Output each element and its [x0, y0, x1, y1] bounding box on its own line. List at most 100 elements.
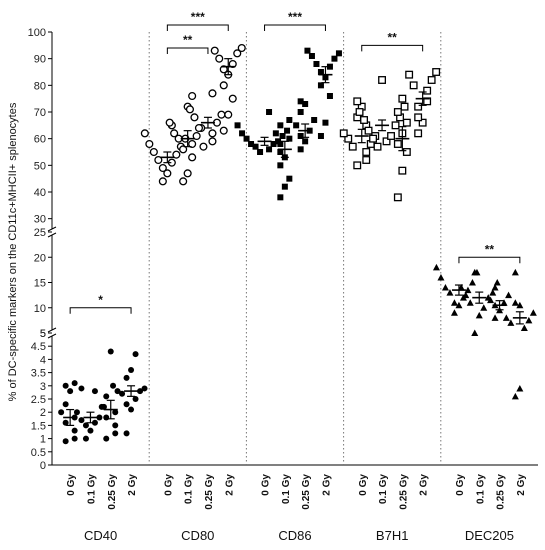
data-point-open-square [362, 148, 371, 156]
data-point-open-square [398, 166, 407, 175]
y-tick-label: 60 [34, 134, 46, 146]
data-point-filled-triangle [529, 309, 537, 316]
data-point-filled-triangle [493, 279, 501, 286]
data-point-open-square [360, 116, 368, 124]
data-point-filled-square [243, 135, 250, 142]
data-point-filled-triangle [432, 263, 440, 271]
significance-bracket [166, 47, 209, 54]
data-point-filled-circle [91, 419, 98, 426]
significance-bracket [166, 24, 229, 31]
data-point-filled-circle [107, 348, 114, 355]
data-point-open-circle [215, 54, 224, 63]
data-point-filled-triangle [516, 301, 524, 309]
data-point-filled-square [297, 146, 304, 153]
data-point-open-circle [208, 89, 217, 98]
data-point-filled-square [252, 143, 259, 150]
data-point-filled-circle [141, 385, 148, 392]
significance-label: *** [288, 10, 302, 24]
data-point-open-square [414, 113, 423, 122]
marker-group-label: CD86 [278, 528, 311, 543]
data-point-open-circle [163, 169, 172, 178]
y-tick-label: 2 [40, 407, 46, 419]
data-point-filled-triangle [450, 309, 458, 316]
data-point-open-square [427, 76, 436, 84]
marker-group-label: DEC205 [465, 528, 514, 543]
data-point-filled-triangle [437, 273, 445, 281]
data-point-open-circle [185, 105, 195, 114]
data-point-filled-circle [82, 422, 89, 429]
data-point-filled-circle [112, 422, 119, 429]
y-tick-label: 1 [40, 434, 46, 446]
data-point-open-square [344, 134, 353, 143]
y-tick-label: 80 [34, 80, 46, 92]
dose-label: 0.25 Gy [204, 474, 215, 510]
data-point-filled-circle [96, 414, 103, 421]
dose-label: 0.1 Gy [184, 474, 195, 504]
data-point-filled-circle [128, 406, 135, 413]
data-point-filled-triangle [468, 279, 476, 286]
data-point-filled-circle [114, 388, 121, 395]
data-point-filled-square [297, 133, 304, 139]
data-point-open-circle [154, 155, 163, 165]
y-tick-label: 5 [40, 328, 46, 340]
significance-label: *** [191, 10, 205, 24]
data-point-filled-circle [82, 435, 89, 442]
data-point-filled-triangle [511, 392, 519, 400]
dose-label: 2 Gy [127, 474, 138, 496]
data-point-filled-triangle [502, 314, 510, 321]
y-tick-label: 30 [34, 214, 46, 226]
dose-label: 0.1 Gy [378, 474, 389, 504]
data-point-open-square [391, 121, 400, 130]
dose-label: 2 Gy [224, 474, 235, 496]
data-point-filled-square [297, 109, 304, 115]
data-point-filled-square [266, 109, 273, 115]
data-point-open-circle [172, 150, 181, 159]
data-point-open-square [339, 129, 348, 138]
data-point-filled-circle [103, 393, 110, 400]
y-tick-label: 25 [34, 227, 46, 239]
data-point-open-circle [199, 142, 208, 151]
data-point-filled-square [234, 122, 241, 129]
dose-label: 0.25 Gy [301, 474, 312, 510]
data-point-open-circle [140, 129, 149, 138]
data-point-filled-circle [71, 380, 78, 387]
data-point-open-circle [237, 43, 246, 53]
y-tick-label: 15 [34, 278, 46, 290]
marker-group-label: CD40 [84, 528, 117, 543]
significance-bracket [264, 24, 326, 31]
data-point-filled-circle [67, 388, 74, 395]
data-point-filled-square [317, 133, 324, 139]
data-point-filled-triangle [462, 291, 470, 299]
data-point-filled-triangle [455, 301, 463, 309]
data-point-filled-square [277, 194, 284, 201]
dose-label: 0.1 Gy [281, 474, 292, 504]
data-point-filled-circle [112, 409, 119, 416]
data-point-filled-triangle [464, 286, 472, 294]
data-point-open-circle [224, 110, 233, 119]
data-point-filled-square [313, 61, 320, 67]
significance-label: ** [388, 30, 398, 44]
dose-label: 0.1 Gy [475, 474, 486, 504]
data-point-filled-circle [98, 403, 105, 410]
axes-layer: 00.511.522.533.544.555101520253040506070… [28, 27, 538, 472]
data-point-filled-circle [123, 401, 130, 408]
axis-break-mark [47, 232, 57, 238]
data-point-filled-circle [62, 419, 69, 426]
significance-bracket [69, 307, 132, 314]
data-point-open-circle [208, 137, 217, 146]
data-point-filled-square [302, 101, 309, 107]
data-point-open-square [418, 118, 427, 127]
data-point-filled-square [284, 127, 291, 134]
data-point-filled-circle [62, 382, 69, 389]
data-point-filled-circle [71, 427, 78, 434]
data-point-filled-circle [119, 390, 126, 397]
data-point-open-circle [158, 163, 167, 173]
data-point-filled-triangle [511, 268, 519, 276]
data-point-filled-square [277, 149, 284, 155]
data-point-open-square [398, 94, 407, 103]
data-point-filled-square [257, 149, 264, 155]
data-layer [58, 43, 537, 445]
data-point-filled-square [248, 141, 255, 147]
data-point-filled-triangle [505, 291, 513, 299]
data-point-filled-circle [137, 388, 144, 395]
